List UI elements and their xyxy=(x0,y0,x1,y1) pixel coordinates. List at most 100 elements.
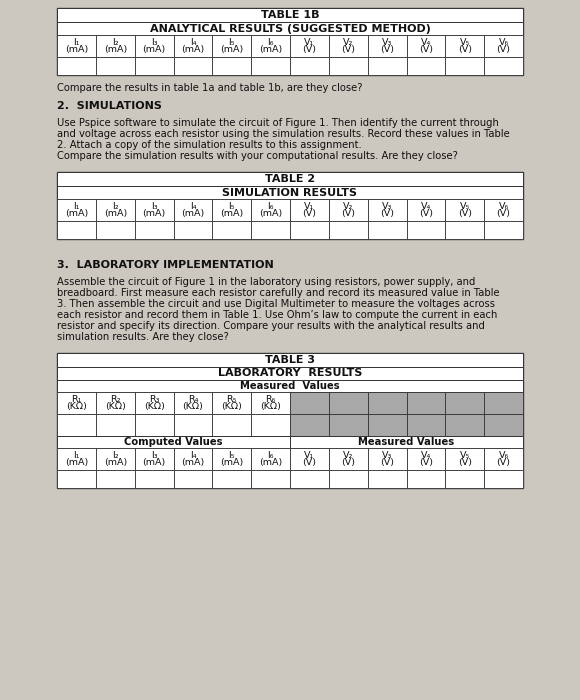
Text: I₅: I₅ xyxy=(229,38,235,47)
Text: V₄: V₄ xyxy=(421,38,431,47)
Text: I₆: I₆ xyxy=(267,202,274,211)
Bar xyxy=(57,172,523,186)
Text: I₂: I₂ xyxy=(112,38,118,47)
Bar xyxy=(407,392,445,414)
Bar xyxy=(407,414,445,436)
Bar xyxy=(57,199,96,221)
Text: R₃: R₃ xyxy=(149,395,160,404)
Text: V₃: V₃ xyxy=(382,38,392,47)
Bar xyxy=(173,470,212,488)
Bar xyxy=(57,392,96,414)
Text: V₁: V₁ xyxy=(304,202,314,211)
Text: resistor and specify its direction. Compare your results with the analytical res: resistor and specify its direction. Comp… xyxy=(57,321,485,331)
Text: TABLE 2: TABLE 2 xyxy=(265,174,315,184)
Text: V₅: V₅ xyxy=(459,202,470,211)
Text: R₁: R₁ xyxy=(71,395,82,404)
Bar xyxy=(329,470,368,488)
Text: Use Pspice software to simulate the circuit of Figure 1. Then identify the curre: Use Pspice software to simulate the circ… xyxy=(57,118,499,128)
Bar xyxy=(57,448,96,470)
Text: (V): (V) xyxy=(496,209,510,218)
Bar xyxy=(57,172,523,239)
Text: (KΩ): (KΩ) xyxy=(105,402,126,411)
Text: I₁: I₁ xyxy=(73,38,79,47)
Bar xyxy=(251,392,290,414)
Text: V₄: V₄ xyxy=(421,451,431,460)
Text: (V): (V) xyxy=(419,209,433,218)
Bar xyxy=(407,470,445,488)
Bar xyxy=(445,470,484,488)
Text: Assemble the circuit of Figure 1 in the laboratory using resistors, power supply: Assemble the circuit of Figure 1 in the … xyxy=(57,277,476,287)
Bar xyxy=(96,35,135,57)
Bar xyxy=(57,35,96,57)
Text: SIMULATION RESULTS: SIMULATION RESULTS xyxy=(223,188,357,197)
Bar xyxy=(57,353,523,488)
Bar xyxy=(445,221,484,239)
Bar xyxy=(368,199,407,221)
Bar xyxy=(445,448,484,470)
Bar xyxy=(212,470,251,488)
Bar xyxy=(212,392,251,414)
Text: R₄: R₄ xyxy=(188,395,198,404)
Bar xyxy=(484,57,523,75)
Text: (V): (V) xyxy=(341,45,355,54)
Bar xyxy=(96,414,135,436)
Text: I₅: I₅ xyxy=(229,202,235,211)
Text: (V): (V) xyxy=(458,45,472,54)
Bar xyxy=(96,448,135,470)
Text: (V): (V) xyxy=(458,209,472,218)
Text: I₃: I₃ xyxy=(151,451,157,460)
Bar xyxy=(368,470,407,488)
Bar xyxy=(57,353,523,367)
Text: (mA): (mA) xyxy=(182,458,205,467)
Text: I₄: I₄ xyxy=(190,451,196,460)
Text: I₃: I₃ xyxy=(151,202,157,211)
Text: TABLE 3: TABLE 3 xyxy=(265,355,315,365)
Bar xyxy=(96,57,135,75)
Bar xyxy=(251,57,290,75)
Bar xyxy=(407,35,445,57)
Bar xyxy=(329,414,368,436)
Text: (mA): (mA) xyxy=(65,45,88,54)
Text: (mA): (mA) xyxy=(143,209,166,218)
Bar xyxy=(135,448,173,470)
Text: (mA): (mA) xyxy=(220,45,244,54)
Bar xyxy=(57,221,96,239)
Text: (V): (V) xyxy=(341,209,355,218)
Text: I₁: I₁ xyxy=(73,202,79,211)
Bar xyxy=(173,392,212,414)
Text: V₅: V₅ xyxy=(459,38,470,47)
Text: V₃: V₃ xyxy=(382,451,392,460)
Text: Compare the results in table 1a and table 1b, are they close?: Compare the results in table 1a and tabl… xyxy=(57,83,362,93)
Text: (mA): (mA) xyxy=(182,45,205,54)
Bar xyxy=(290,57,329,75)
Text: V₆: V₆ xyxy=(498,451,509,460)
Bar xyxy=(135,199,173,221)
Text: I₄: I₄ xyxy=(190,202,196,211)
Text: V₄: V₄ xyxy=(421,202,431,211)
Bar xyxy=(251,448,290,470)
Text: (mA): (mA) xyxy=(259,209,282,218)
Bar xyxy=(407,199,445,221)
Bar xyxy=(445,57,484,75)
Text: Measured  Values: Measured Values xyxy=(240,381,340,391)
Bar xyxy=(57,22,523,35)
Bar xyxy=(251,199,290,221)
Text: I₂: I₂ xyxy=(112,451,118,460)
Bar xyxy=(57,470,96,488)
Text: (V): (V) xyxy=(496,458,510,467)
Text: Computed Values: Computed Values xyxy=(124,437,223,447)
Bar xyxy=(484,221,523,239)
Bar xyxy=(96,221,135,239)
Bar xyxy=(135,414,173,436)
Bar xyxy=(57,57,96,75)
Text: (mA): (mA) xyxy=(259,458,282,467)
Text: V₃: V₃ xyxy=(382,202,392,211)
Text: Measured Values: Measured Values xyxy=(358,437,455,447)
Text: I₆: I₆ xyxy=(267,451,274,460)
Bar xyxy=(407,448,445,470)
Text: ANALYTICAL RESULTS (SUGGESTED METHOD): ANALYTICAL RESULTS (SUGGESTED METHOD) xyxy=(150,24,430,34)
Text: V₂: V₂ xyxy=(343,202,353,211)
Text: (KΩ): (KΩ) xyxy=(144,402,165,411)
Bar xyxy=(368,392,407,414)
Text: (KΩ): (KΩ) xyxy=(260,402,281,411)
